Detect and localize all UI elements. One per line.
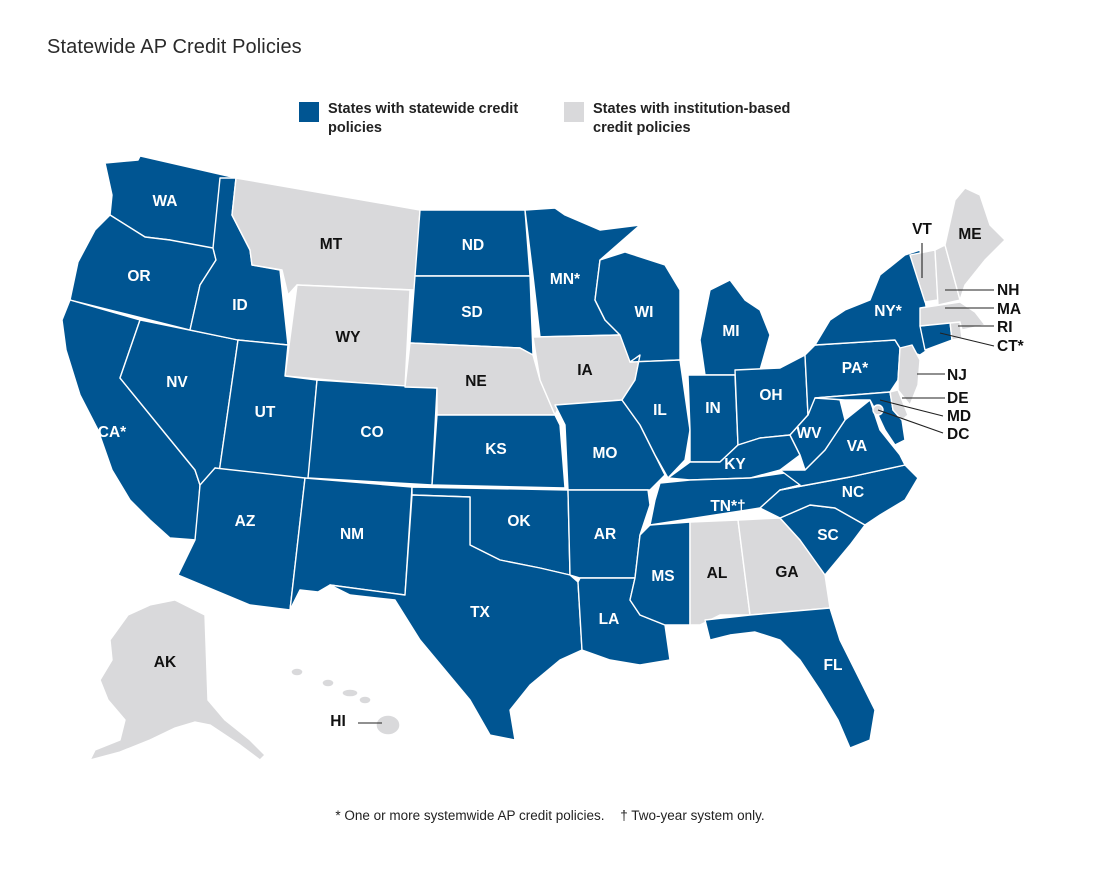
label-MT: MT: [320, 236, 343, 253]
label-AL: AL: [707, 565, 728, 582]
label-TX: TX: [470, 604, 490, 621]
state-ME[interactable]: [944, 187, 1006, 301]
label-WA: WA: [153, 193, 178, 210]
label-ND: ND: [462, 237, 484, 254]
label-MA: MA: [997, 301, 1021, 318]
label-MD: MD: [947, 408, 971, 425]
label-DE: DE: [947, 390, 969, 407]
label-AZ: AZ: [235, 513, 256, 530]
label-HI: HI: [330, 713, 346, 730]
state-FL[interactable]: [704, 607, 876, 749]
state-TX[interactable]: [329, 494, 583, 741]
label-MO: MO: [593, 445, 618, 462]
label-DC: DC: [947, 426, 969, 443]
label-MN: MN*: [550, 271, 581, 288]
label-MI: MI: [722, 323, 739, 340]
label-MS: MS: [651, 568, 674, 585]
label-LA: LA: [599, 611, 620, 628]
label-WI: WI: [635, 304, 654, 321]
label-NE: NE: [465, 373, 487, 390]
state-HI[interactable]: [290, 667, 401, 736]
label-SC: SC: [817, 527, 839, 544]
state-NJ[interactable]: [897, 344, 921, 406]
state-KS[interactable]: [431, 414, 566, 489]
label-VT: VT: [912, 221, 932, 238]
label-ID: ID: [232, 297, 248, 314]
label-GA: GA: [775, 564, 798, 581]
label-VA: VA: [847, 438, 867, 455]
label-NM: NM: [340, 526, 364, 543]
state-MA[interactable]: [919, 301, 986, 331]
footnote-asterisk: * One or more systemwide AP credit polic…: [335, 808, 605, 823]
label-WY: WY: [336, 329, 362, 346]
label-IA: IA: [577, 362, 593, 379]
label-OR: OR: [127, 268, 150, 285]
state-IL[interactable]: [621, 354, 691, 479]
state-AK[interactable]: [89, 599, 266, 761]
legend-swatch-institution: [564, 102, 584, 122]
label-RI: RI: [997, 319, 1013, 336]
map-title: Statewide AP Credit Policies: [47, 36, 302, 58]
label-OK: OK: [507, 513, 531, 530]
leader-MD: [879, 399, 944, 417]
label-AR: AR: [594, 526, 616, 543]
callouts: NH MA RI CT* NJ DE MD DC: [358, 243, 1025, 724]
label-CT: CT*: [997, 338, 1025, 355]
legend-swatch-statewide: [299, 102, 319, 122]
label-NV: NV: [166, 374, 188, 391]
label-ME: ME: [958, 226, 981, 243]
label-NY: NY*: [874, 303, 903, 320]
label-UT: UT: [255, 404, 276, 421]
label-OH: OH: [759, 387, 782, 404]
leader-DC: [877, 409, 944, 434]
state-labels: WA OR CA* NV ID MT WY UT AZ CO NM ND SD …: [98, 193, 982, 730]
legend-label-institution: States with institution-based credit pol…: [593, 101, 791, 136]
leader-CT: [939, 332, 995, 347]
state-IN[interactable]: [687, 374, 739, 463]
label-WV: WV: [797, 425, 823, 442]
footnotes: * One or more systemwide AP credit polic…: [0, 808, 1100, 823]
label-IL: IL: [653, 402, 667, 419]
label-TN: TN*†: [710, 498, 745, 515]
legend-statewide: States with statewide credit policies: [299, 100, 528, 138]
label-FL: FL: [824, 657, 843, 674]
label-SD: SD: [461, 304, 483, 321]
label-NH: NH: [997, 282, 1019, 299]
label-AK: AK: [154, 654, 177, 671]
label-NC: NC: [842, 484, 864, 501]
label-NJ: NJ: [947, 367, 967, 384]
footnote-dagger: † Two-year system only.: [620, 808, 765, 823]
label-KY: KY: [724, 456, 746, 473]
state-MI[interactable]: [699, 279, 771, 376]
label-IN: IN: [705, 400, 721, 417]
label-CO: CO: [360, 424, 383, 441]
label-PA: PA*: [842, 360, 869, 377]
label-KS: KS: [485, 441, 507, 458]
label-CA: CA*: [98, 424, 127, 441]
legend-institution: States with institution-based credit pol…: [564, 100, 823, 138]
states-layer: [61, 155, 1006, 761]
legend-label-statewide: States with statewide credit policies: [328, 101, 519, 136]
